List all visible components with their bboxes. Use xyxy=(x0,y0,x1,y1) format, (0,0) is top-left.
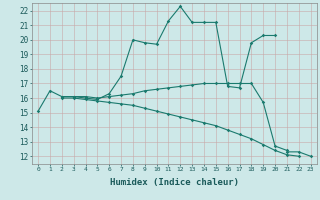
X-axis label: Humidex (Indice chaleur): Humidex (Indice chaleur) xyxy=(110,178,239,187)
